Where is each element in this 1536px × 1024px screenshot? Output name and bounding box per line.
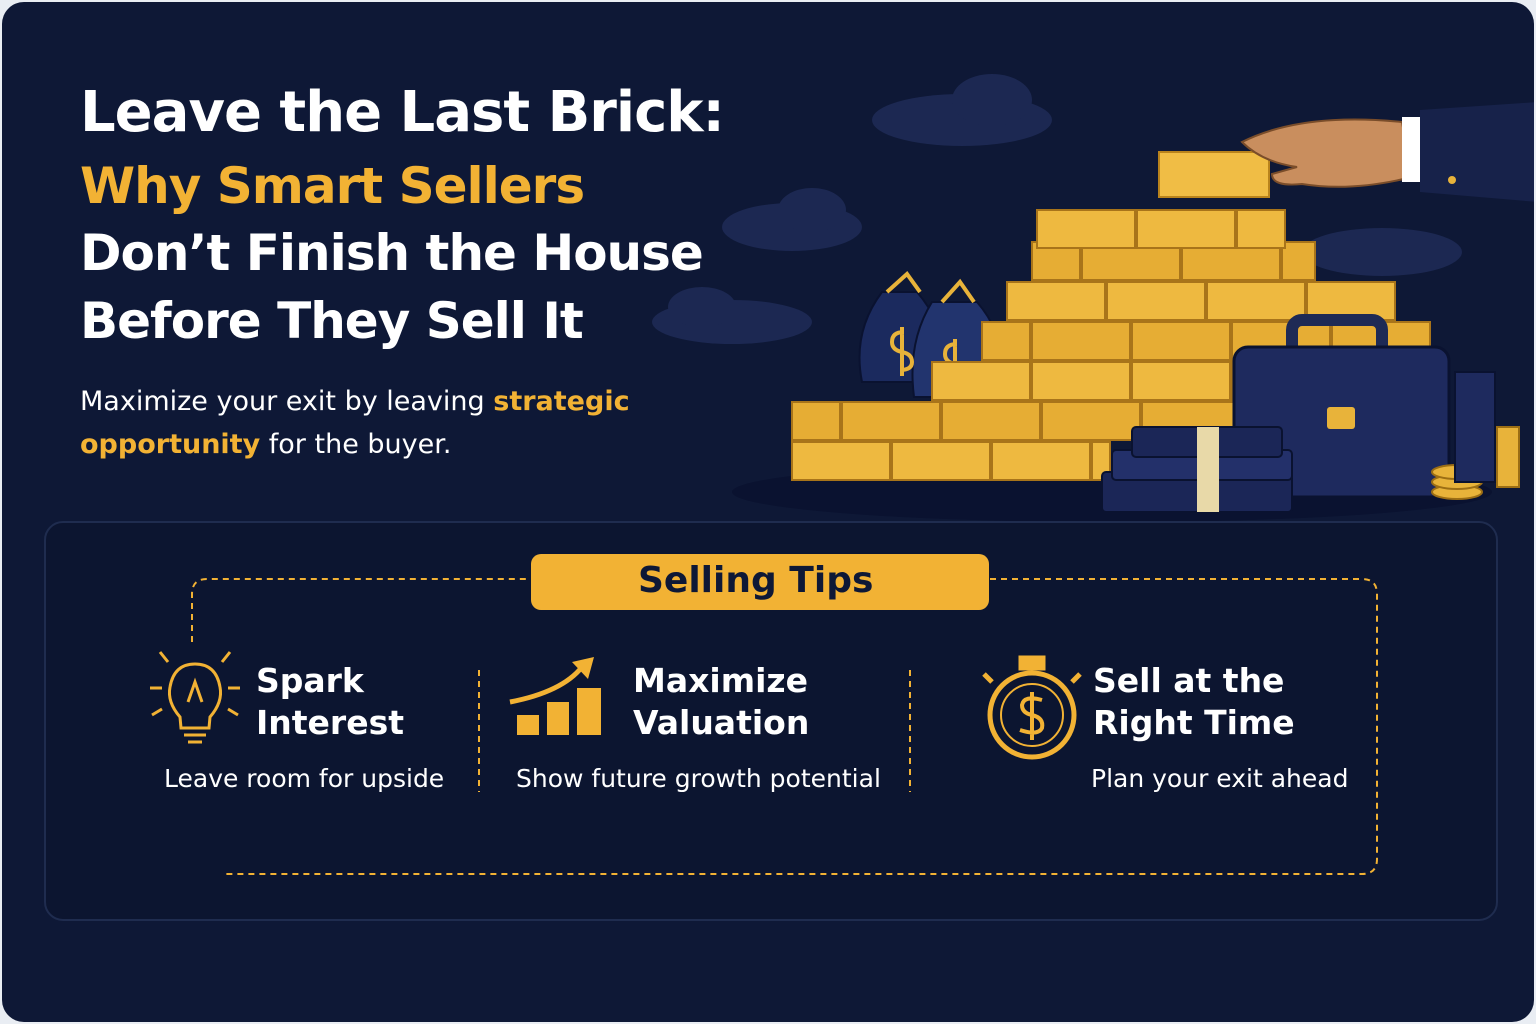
brick [1281,241,1316,281]
brick [1136,209,1236,249]
bulb-icon [150,651,240,744]
tip-title: Maximize Valuation [633,660,809,744]
section-label: Selling Tips [531,554,989,610]
brick [1236,209,1286,249]
brick [1131,321,1231,361]
brick [1041,401,1141,441]
brick [791,441,891,481]
section-label-text: Selling Tips [638,560,874,601]
brick [1031,361,1131,401]
title-line: Don’t Finish the House [80,224,704,282]
tip-title: Sell at the Right Time [1093,660,1295,744]
subtitle-text: for the buyer. [268,429,452,460]
brick [981,321,1031,361]
brick [931,361,1031,401]
tip-title-line: Maximize [633,661,808,700]
brick [791,401,841,441]
tip-title: Spark Interest [256,660,404,744]
tip-title-line: Sell at the [1093,661,1285,700]
growth-icon [509,657,601,735]
title-line: Before They Sell It [80,292,584,350]
brick [841,401,941,441]
tip-title-line: Valuation [633,703,810,742]
title-line: Why Smart Sellers [80,157,585,215]
subtitle-highlight: strategic opportunity [80,386,630,460]
brick [1131,361,1231,401]
tip-description: Plan your exit ahead [1091,764,1349,793]
coins [1431,371,1520,500]
subtitle-text: Maximize your exit by leaving [80,386,485,417]
tips-panel [44,521,1498,921]
brick [891,441,991,481]
clouds [652,74,1462,344]
brick [1036,209,1136,249]
brick [1006,281,1106,321]
brick [1306,281,1396,321]
cash-stack [1101,426,1293,513]
tip-title-line: Spark [256,661,364,700]
tip-description: Show future growth potential [516,764,881,793]
brick [1031,321,1131,361]
tip-description: Leave room for upside [164,764,445,793]
tip-title-line: Interest [256,703,405,742]
hand [1158,102,1534,202]
brick [941,401,1041,441]
subtitle: Maximize your exit by leaving strategic … [80,380,660,466]
brick [991,441,1091,481]
brick [1106,281,1206,321]
dashed-frame [191,578,1378,875]
stopwatch-icon [982,655,1082,760]
title-line: Leave the Last Brick: [80,80,725,145]
brick [1206,281,1306,321]
tip-title-line: Right Time [1093,703,1295,742]
